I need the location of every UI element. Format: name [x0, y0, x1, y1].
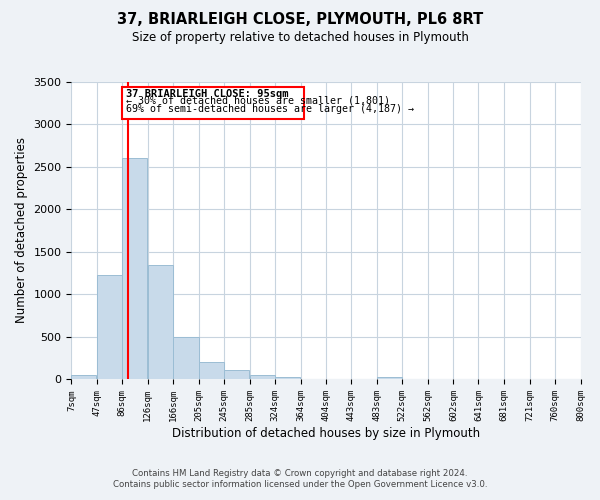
Bar: [275, 377, 300, 380]
Text: ← 30% of detached houses are smaller (1,801): ← 30% of detached houses are smaller (1,…: [126, 96, 390, 106]
Text: Size of property relative to detached houses in Plymouth: Size of property relative to detached ho…: [131, 31, 469, 44]
X-axis label: Distribution of detached houses by size in Plymouth: Distribution of detached houses by size …: [172, 427, 480, 440]
Bar: [71, 375, 97, 380]
Y-axis label: Number of detached properties: Number of detached properties: [15, 138, 28, 324]
Text: 37, BRIARLEIGH CLOSE, PLYMOUTH, PL6 8RT: 37, BRIARLEIGH CLOSE, PLYMOUTH, PL6 8RT: [117, 12, 483, 28]
Bar: [97, 275, 122, 380]
Text: 37 BRIARLEIGH CLOSE: 95sqm: 37 BRIARLEIGH CLOSE: 95sqm: [126, 89, 289, 99]
Text: 69% of semi-detached houses are larger (4,187) →: 69% of semi-detached houses are larger (…: [126, 104, 414, 114]
Text: Contains public sector information licensed under the Open Government Licence v3: Contains public sector information licen…: [113, 480, 487, 489]
Bar: [377, 377, 402, 380]
Bar: [173, 337, 199, 380]
Bar: [250, 375, 275, 380]
Bar: [148, 264, 173, 380]
Bar: [199, 362, 224, 380]
Text: Contains HM Land Registry data © Crown copyright and database right 2024.: Contains HM Land Registry data © Crown c…: [132, 468, 468, 477]
Bar: [122, 158, 147, 380]
Bar: [224, 370, 249, 380]
FancyBboxPatch shape: [122, 88, 304, 119]
